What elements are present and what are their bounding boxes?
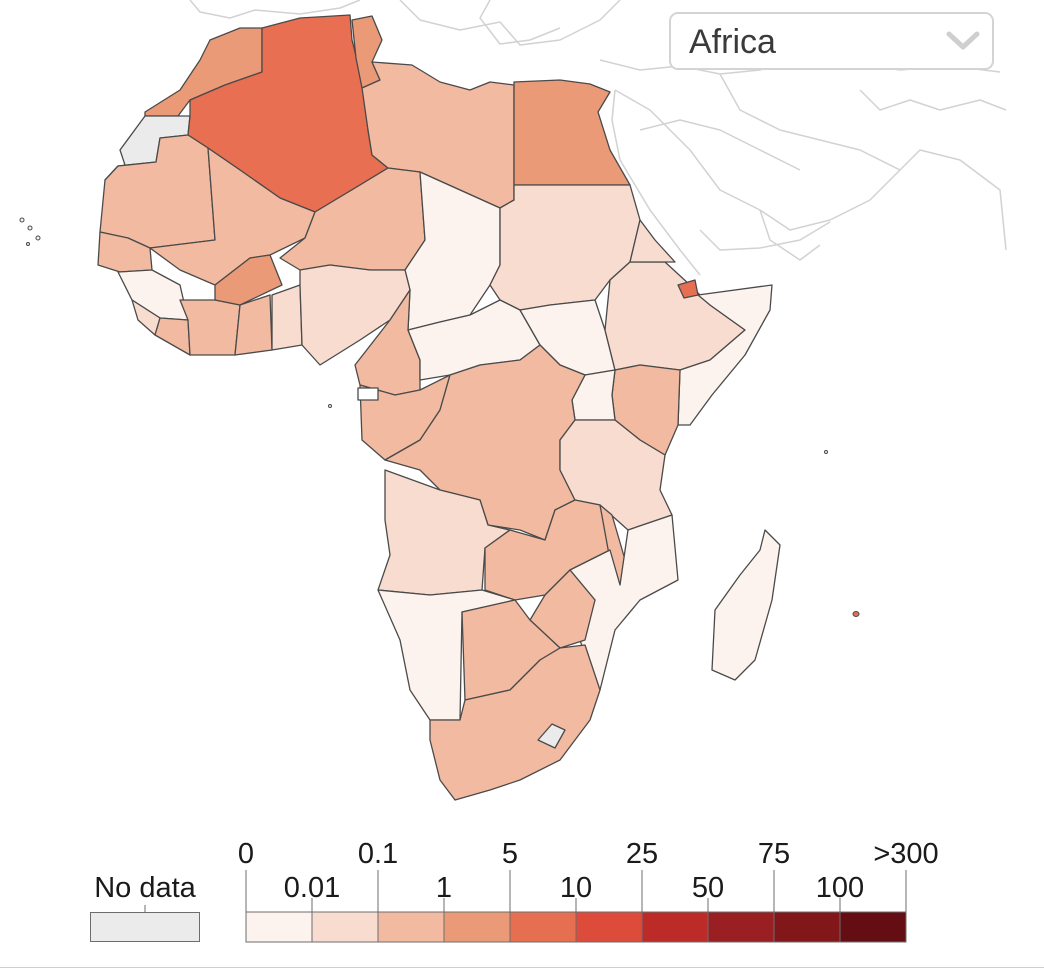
country-togo-benin xyxy=(271,284,303,351)
chevron-down-icon xyxy=(946,31,980,56)
country-burkina-faso xyxy=(214,254,283,306)
legend-top-label: 0.1 xyxy=(357,838,399,870)
country-angola xyxy=(377,469,511,596)
country-south-africa xyxy=(429,644,601,801)
islands xyxy=(19,217,860,617)
legend-bin-swatch xyxy=(311,911,379,943)
legend-bin-swatch xyxy=(773,911,841,943)
legend-top-label: >300 xyxy=(873,838,939,870)
legend-bin-swatch xyxy=(509,911,577,943)
region-dropdown-label: Africa xyxy=(689,23,776,61)
legend-bin-swatch xyxy=(575,911,643,943)
legend-bin-swatch xyxy=(707,911,775,943)
legend-color-bar xyxy=(245,870,907,943)
legend-top-label: 25 xyxy=(625,838,659,870)
legend-bin-swatch xyxy=(839,911,907,943)
legend-bottom-label: 1 xyxy=(435,872,453,904)
country-somalia xyxy=(677,284,773,426)
bottom-divider xyxy=(0,967,1044,968)
legend-top-label: 75 xyxy=(757,838,791,870)
legend-no-data-label: No data xyxy=(94,872,196,904)
region-dropdown[interactable]: Africa xyxy=(669,12,994,70)
legend-top-label: 5 xyxy=(501,838,519,870)
country-liberia xyxy=(154,317,191,356)
country-equatorial-guinea xyxy=(357,387,379,401)
africa-countries[interactable] xyxy=(97,14,781,801)
country-egypt xyxy=(513,79,631,186)
legend-bin-swatch xyxy=(641,911,709,943)
country-madagascar xyxy=(711,529,781,681)
background-countries xyxy=(189,0,1007,276)
legend-top-label: 0 xyxy=(237,838,255,870)
country-eritrea xyxy=(629,219,676,263)
legend-no-data-swatch xyxy=(90,912,200,942)
choropleth-map[interactable] xyxy=(0,0,1044,810)
country-mauritania xyxy=(99,134,216,249)
legend-bin-swatch xyxy=(245,911,313,943)
country-namibia xyxy=(377,589,516,721)
country-ivory-coast xyxy=(179,299,241,356)
country-lesotho xyxy=(537,723,566,749)
country-sudan xyxy=(489,184,641,311)
legend-bin-swatch xyxy=(377,911,445,943)
country-guinea xyxy=(117,269,189,321)
legend-bin-swatch xyxy=(443,911,511,943)
